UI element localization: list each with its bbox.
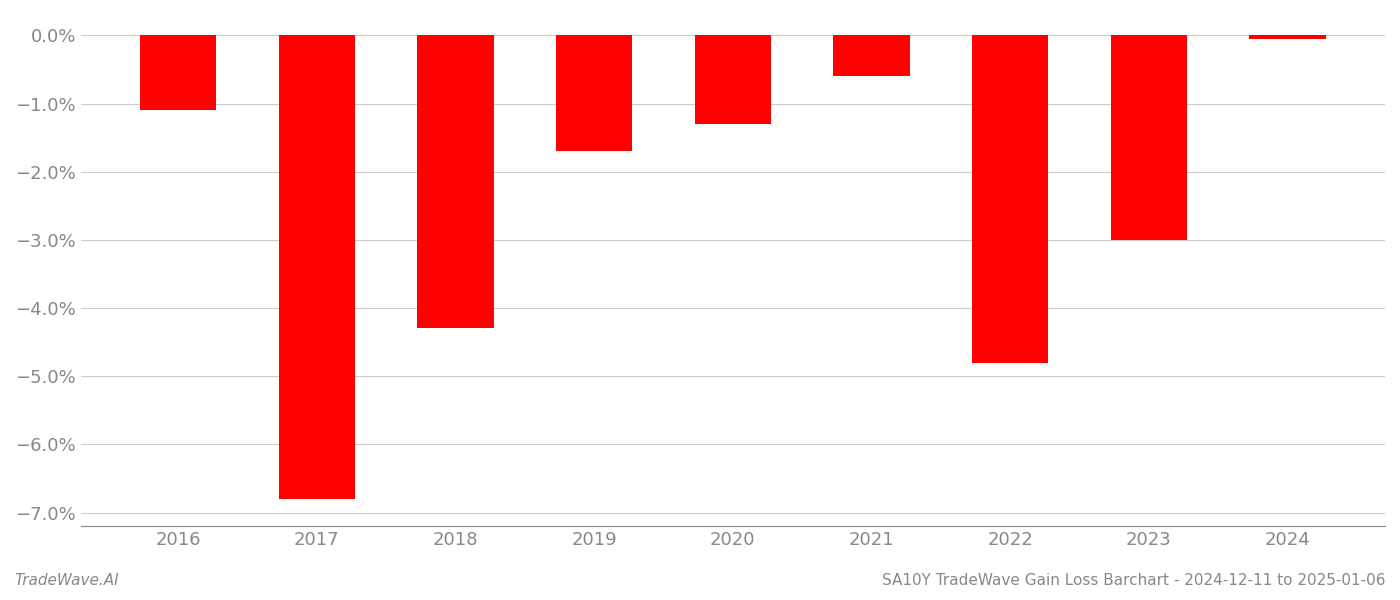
- Text: TradeWave.AI: TradeWave.AI: [14, 573, 119, 588]
- Bar: [1249, 35, 1326, 39]
- Bar: [140, 35, 216, 110]
- Bar: [1110, 35, 1187, 240]
- Bar: [417, 35, 494, 328]
- Bar: [556, 35, 633, 151]
- Bar: [279, 35, 354, 499]
- Bar: [972, 35, 1049, 362]
- Text: SA10Y TradeWave Gain Loss Barchart - 2024-12-11 to 2025-01-06: SA10Y TradeWave Gain Loss Barchart - 202…: [882, 573, 1386, 588]
- Bar: [833, 35, 910, 76]
- Bar: [694, 35, 771, 124]
